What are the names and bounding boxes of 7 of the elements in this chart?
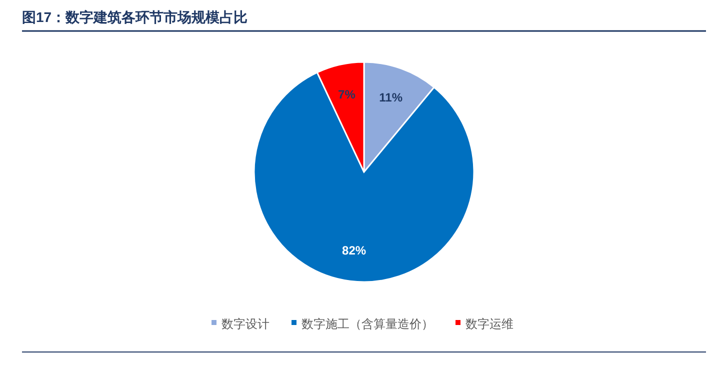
data-label: 82%	[342, 244, 366, 258]
title: 图17：数字建筑各环节市场规模占比	[22, 9, 248, 25]
legend-label: 数字施工（含算量造价）	[302, 317, 434, 331]
data-label: 11%	[379, 90, 402, 104]
legend-label: 数字运维	[466, 317, 514, 331]
data-label: 7%	[338, 88, 356, 102]
legend-label: 数字设计	[222, 317, 270, 331]
